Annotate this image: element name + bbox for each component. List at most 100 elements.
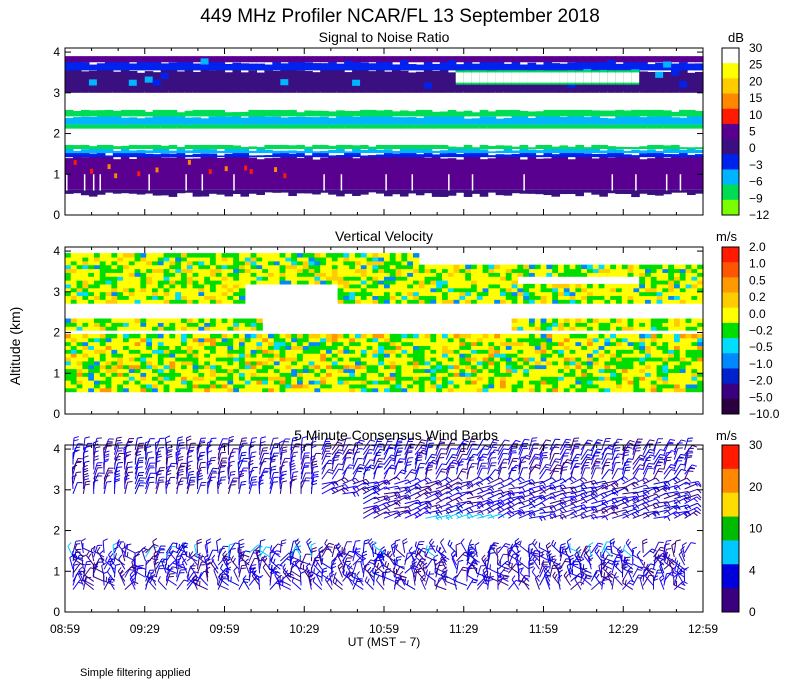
vv-cell — [424, 345, 431, 350]
vv-cell — [616, 322, 623, 327]
snr-cell — [487, 124, 497, 129]
snr-cell — [65, 56, 74, 63]
vv-cell — [645, 345, 652, 350]
vv-cell — [587, 283, 594, 289]
vv-cell — [372, 341, 379, 347]
vv-cell — [604, 353, 611, 358]
snr-cell — [623, 56, 632, 63]
vv-cell — [563, 291, 571, 297]
snr-cell — [296, 151, 305, 158]
vv-cell — [88, 280, 95, 285]
vv-cell — [233, 380, 240, 385]
vv-cell — [645, 356, 652, 362]
vv-cell — [163, 364, 170, 370]
vv-cell — [181, 380, 188, 385]
vv-cell — [128, 318, 136, 323]
vv-cell — [378, 287, 385, 293]
vv-cell — [192, 387, 199, 393]
snr-cell — [288, 124, 297, 129]
snr-cell — [176, 115, 186, 125]
vv-cell — [650, 380, 658, 385]
vv-cell — [111, 276, 118, 281]
snr-cell — [312, 151, 321, 154]
snr-cell — [248, 94, 257, 110]
vv-cell — [355, 295, 362, 300]
vv-cell — [476, 372, 484, 377]
vv-cell — [181, 337, 188, 343]
vv-cell — [674, 368, 681, 373]
vv-cell — [273, 349, 281, 354]
vv-cell — [476, 380, 484, 385]
vv-cell — [372, 380, 379, 385]
snr-cell — [88, 79, 98, 86]
snr-cell — [647, 126, 656, 145]
vv-cell — [152, 326, 159, 331]
vv-cell — [198, 383, 205, 389]
vv-cell — [70, 256, 78, 262]
vv-cell — [111, 333, 118, 339]
vv-cell — [320, 360, 327, 366]
vv-cell — [198, 349, 205, 354]
wind-barb-flag — [75, 543, 81, 545]
wind-barb-flag — [144, 570, 147, 576]
vv-cell — [152, 299, 159, 304]
vv-cell — [674, 360, 681, 366]
vv-cell — [413, 295, 420, 300]
vv-cell — [500, 264, 507, 270]
vv-cell — [105, 383, 112, 389]
wind-barb — [93, 462, 98, 475]
vv-cell — [476, 383, 484, 389]
vv-cell — [273, 256, 281, 262]
snr-cell — [479, 94, 489, 110]
vv-cell — [639, 349, 646, 354]
snr-cell — [399, 147, 409, 154]
vv-cell — [633, 387, 640, 393]
vv-cell — [575, 383, 582, 389]
vv-cell — [337, 253, 344, 258]
vv-cell — [268, 345, 275, 350]
snr-cell — [201, 174, 204, 191]
vv-cell — [482, 295, 489, 300]
y-tick-label: 4 — [53, 244, 60, 258]
wind-barb-flag — [126, 450, 132, 454]
vv-cell — [418, 299, 426, 304]
vv-cell — [482, 356, 489, 362]
vv-cell — [291, 272, 298, 277]
vv-cell — [569, 272, 576, 277]
snr-cell — [527, 149, 537, 154]
snr-cell — [567, 62, 576, 71]
vv-cell — [94, 268, 101, 273]
snr-cell — [304, 155, 313, 158]
snr-cell — [655, 189, 664, 196]
vv-cell — [320, 345, 327, 350]
snr-cell — [352, 145, 361, 150]
snr-cell — [431, 129, 441, 145]
wind-barb-flag — [83, 478, 89, 481]
wind-barb — [166, 578, 177, 586]
vv-cell — [105, 368, 112, 373]
snr-cell — [288, 150, 297, 154]
snr-cell — [336, 148, 345, 154]
snr-cell — [304, 156, 313, 190]
vv-cell — [227, 356, 234, 362]
snr-cell — [288, 61, 297, 71]
vv-cell — [355, 368, 362, 373]
snr-cell — [168, 142, 178, 150]
vv-cell — [575, 356, 582, 362]
snr-cell — [352, 124, 361, 129]
vv-cell — [523, 264, 530, 270]
vv-cell — [459, 376, 466, 381]
vv-cell — [529, 283, 536, 289]
vv-cell — [685, 349, 692, 354]
vv-cell — [314, 268, 321, 273]
snr-cell — [340, 174, 343, 191]
vv-cell — [575, 380, 582, 385]
vv-cell — [650, 326, 658, 331]
snr-cell — [607, 146, 616, 150]
vv-cell — [650, 287, 658, 293]
vv-cell — [256, 333, 263, 339]
vv-cell — [82, 326, 89, 331]
snr-cell — [527, 189, 537, 194]
vv-cell — [128, 372, 136, 377]
vv-cell — [482, 291, 489, 297]
